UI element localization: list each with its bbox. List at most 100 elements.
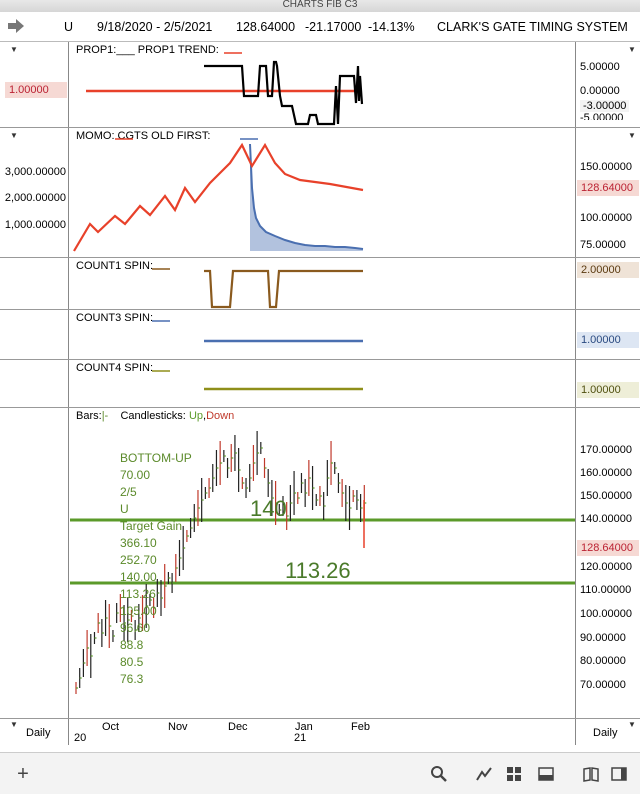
annotation-text: 113.26 [120, 587, 156, 601]
momo-title: MOMO: CGTS OLD FIRST: [76, 130, 211, 142]
count1-right-tag: 2.00000 [577, 262, 639, 278]
draw-line-icon[interactable] [475, 765, 493, 783]
axis-tick: 3,000.00000 [4, 166, 66, 178]
annotation-text: 140.00 [120, 570, 157, 584]
momo-line [73, 142, 364, 252]
annotation-text: 105.00 [120, 604, 157, 618]
collapse-icon[interactable]: ▼ [10, 720, 18, 729]
axis-tick: 5.00000 [580, 61, 620, 73]
axis-tick: 150.00000 [580, 490, 632, 502]
momo-right-tag: 128.64000 [577, 180, 639, 196]
symbol: U [64, 20, 74, 34]
annotation-text: 96.60 [120, 621, 151, 635]
axis-tick: 140.00000 [580, 513, 632, 525]
collapse-icon[interactable]: ▼ [628, 720, 636, 729]
legend-bars: Bars: [76, 410, 102, 422]
window-title: CHARTS FIB C3 [0, 0, 640, 12]
month-label: Dec [228, 721, 248, 733]
count1-title: COUNT1 SPIN: [76, 260, 154, 272]
annotation-text: BOTTOM-UP [120, 451, 192, 465]
count3-title: COUNT3 SPIN: [76, 312, 154, 324]
collapse-icon[interactable]: ▼ [628, 131, 636, 140]
axis-tick: -3.00000 [580, 100, 630, 112]
date-range: 9/18/2020 - 2/5/2021 [97, 20, 213, 34]
momo-plot [73, 142, 364, 252]
collapse-icon[interactable]: ▼ [628, 45, 636, 54]
count4-plot [204, 387, 363, 391]
price-right-tag: 128.64000 [577, 540, 639, 556]
period-left[interactable]: Daily [26, 727, 51, 739]
legend-separator: , [203, 410, 207, 422]
annotation-text: 80.5 [120, 655, 144, 669]
axis-tick: 170.00000 [580, 444, 632, 456]
legend-up: Up [188, 410, 203, 422]
axis-tick: 80.00000 [580, 655, 626, 667]
percent-change: -14.13% [368, 20, 415, 34]
count3-legend [152, 320, 170, 322]
prop-plot [86, 60, 364, 126]
level-113-label: 113.26 [285, 558, 351, 583]
axis-tick: 110.00000 [580, 584, 632, 596]
arrow-right-icon[interactable] [8, 19, 24, 33]
annotation-text: 2/5 [120, 485, 137, 499]
chart-header: U 9/18/2020 - 2/5/2021 128.64000 -21.170… [0, 12, 640, 42]
book-icon[interactable] [582, 765, 600, 783]
prop-pane: ▼ ▼ PROP1:___ PROP1 TREND: 1.00000 5.000… [0, 42, 640, 128]
count1-pane: COUNT1 SPIN: 2.00000 [0, 258, 640, 310]
month-label: Feb [351, 721, 370, 733]
prop-trend-legend [224, 52, 242, 54]
add-icon[interactable]: + [17, 763, 29, 785]
annotation-text: 366.10 [120, 536, 157, 550]
cgts-line [249, 143, 364, 250]
cgts-legend [240, 138, 258, 140]
axis-tick: 2,000.00000 [4, 192, 66, 204]
count1-plot [204, 269, 363, 309]
annotation-text: 70.00 [120, 468, 151, 482]
sidebar-icon[interactable] [610, 765, 628, 783]
period-right[interactable]: Daily [593, 727, 618, 739]
axis-tick: 160.00000 [580, 467, 632, 479]
legend-candles: Candlesticks: [120, 410, 186, 422]
axis-tick: 75.00000 [580, 239, 626, 251]
count1-line [204, 269, 363, 309]
axis-tick: 120.00000 [580, 561, 632, 573]
cgts-area [250, 144, 363, 251]
axis-tick: -5.00000 [580, 112, 624, 120]
annotation-text: 76.3 [120, 672, 144, 686]
grid-icon[interactable] [505, 765, 523, 783]
axis-tick: 150.00000 [580, 161, 632, 173]
collapse-icon[interactable]: ▼ [10, 131, 18, 140]
annotation-text: Target Gain [120, 519, 183, 533]
count4-right-tag: 1.00000 [577, 382, 639, 398]
axis-tick: 90.00000 [580, 632, 626, 644]
count3-pane: COUNT3 SPIN: 1.00000 [0, 310, 640, 360]
month-label: Jan [295, 721, 313, 733]
momo-legend [115, 138, 133, 140]
price-pane: Bars:|- Candlesticks: Up,Down 170.00000 … [0, 408, 640, 718]
x-axis-bar: ▼ ▼ Daily Daily Oct Nov Dec Jan Feb 20 2… [0, 718, 640, 745]
axis-tick: 0.00000 [580, 85, 620, 97]
prop1-trend-line [204, 60, 364, 126]
bottom-toolbar: + [0, 752, 640, 794]
count3-right-tag: 1.00000 [577, 332, 639, 348]
prop-left-tag: 1.00000 [5, 82, 67, 98]
momo-pane: ▼ ▼ MOMO: CGTS OLD FIRST: 3,000.00000 2,… [0, 128, 640, 258]
search-icon[interactable] [430, 765, 448, 783]
count4-pane: COUNT4 SPIN: 1.00000 [0, 360, 640, 408]
annotation-text: 88.8 [120, 638, 144, 652]
annotation-text: 252.70 [120, 553, 157, 567]
prop-title: PROP1:___ PROP1 TREND: [76, 44, 219, 56]
system-name: CLARK'S GATE TIMING SYSTEM [437, 20, 628, 34]
last-price: 128.64000 [236, 20, 296, 34]
panel-icon[interactable] [537, 765, 555, 783]
collapse-icon[interactable]: ▼ [10, 45, 18, 54]
level-140-label: 140 [250, 496, 287, 521]
axis-tick: 100.00000 [580, 608, 632, 620]
count3-plot [204, 339, 363, 343]
year-label: 20 [74, 732, 87, 744]
legend-bars-symbol: |- [101, 410, 109, 422]
axis-tick: 70.00000 [580, 679, 626, 691]
count4-legend [152, 370, 170, 372]
count4-title: COUNT4 SPIN: [76, 362, 154, 374]
price-change: -21.17000 [305, 20, 362, 34]
